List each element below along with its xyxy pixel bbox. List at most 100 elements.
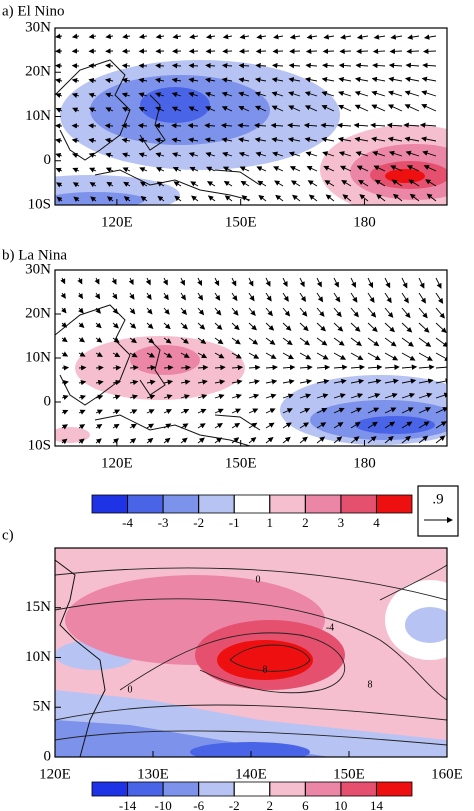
wind-vector: [189, 166, 199, 172]
wind-vector: [265, 422, 275, 429]
wind-vector: [323, 34, 335, 40]
wind-vector: [359, 194, 369, 202]
wind-vector: [163, 364, 174, 371]
wind-vector: [95, 438, 102, 444]
wind-vector: [163, 409, 172, 415]
wind-vector: [207, 195, 216, 202]
wind-vector: [123, 196, 131, 202]
wind-vector: [325, 194, 335, 202]
x-tick-label: 180: [353, 455, 376, 471]
colorbar-box: [162, 494, 200, 514]
wind-vector: [353, 122, 369, 129]
wind-vector: [61, 351, 69, 357]
wind-vector: [138, 92, 148, 98]
wind-vector: [350, 421, 361, 429]
wind-vector: [435, 421, 447, 429]
wind-vector: [138, 152, 148, 158]
wind-vector: [341, 179, 352, 187]
wind-vector: [299, 436, 308, 444]
wind-vector: [288, 151, 301, 157]
wind-vector: [289, 166, 301, 172]
wind-vector: [339, 48, 352, 54]
wind-vector: [207, 181, 216, 187]
wind-vector: [78, 438, 85, 444]
colorbar-box: [198, 781, 235, 797]
x-tick-label: 120E: [39, 766, 71, 782]
wind-vector: [384, 337, 397, 347]
contour-label: -4: [326, 622, 334, 633]
wind-vector: [171, 63, 182, 69]
wind-vector: [338, 76, 352, 83]
y-tick-label: 0: [44, 748, 52, 764]
shading-b: [55, 336, 447, 445]
wind-vector: [287, 137, 301, 143]
wind-vector: [189, 33, 199, 40]
wind-vector: [214, 352, 225, 359]
wind-vector: [391, 179, 403, 187]
wind-vector: [323, 165, 335, 172]
x-tick-label: 150E: [225, 455, 257, 471]
wind-vector: [265, 436, 274, 444]
wind-vector: [146, 379, 156, 385]
wind-vector: [338, 90, 352, 97]
wind-vector: [337, 136, 352, 143]
wind-vector: [418, 364, 435, 370]
wind-vector: [367, 421, 378, 429]
wind-vector: [121, 77, 131, 84]
wind-vector: [435, 322, 447, 334]
wind-vector: [305, 62, 318, 69]
wind-vector: [407, 34, 420, 40]
wind-vector: [338, 104, 352, 112]
wind-vector: [356, 165, 369, 172]
wind-vector: [354, 90, 369, 97]
wind-vector: [372, 150, 386, 157]
wind-vector: [333, 378, 347, 385]
wind-vector: [238, 137, 250, 143]
wind-vector: [290, 180, 301, 187]
wind-vector: [78, 424, 86, 430]
wind-vector: [60, 307, 67, 314]
wind-vector: [248, 422, 258, 429]
wind-vector: [339, 165, 352, 172]
wind-vector: [163, 292, 169, 301]
wind-vector: [367, 436, 377, 444]
colorbar-label: 14: [370, 798, 384, 811]
wind-vector: [404, 76, 420, 82]
wind-vector: [248, 307, 256, 316]
wind-vector: [333, 337, 345, 346]
wind-vector: [282, 292, 289, 302]
wind-vector: [288, 77, 301, 83]
wind-vector: [146, 352, 156, 358]
wind-vector: [350, 364, 365, 371]
wind-vector: [333, 393, 346, 399]
wind-vector: [197, 277, 202, 286]
wind-vector: [78, 409, 86, 415]
y-tick-label: 30N: [25, 261, 51, 277]
wind-vector: [56, 182, 63, 188]
wind-vector: [78, 307, 84, 314]
wind-vector: [129, 322, 137, 329]
wind-vector: [77, 292, 84, 300]
wind-vector: [78, 351, 86, 357]
wind-vector: [163, 322, 171, 330]
wind-vector: [231, 292, 238, 302]
wind-vector: [112, 379, 122, 386]
wind-vector: [272, 151, 284, 157]
wind-vector: [371, 136, 386, 142]
colorbar-label: -6: [193, 798, 204, 811]
wind-vector: [214, 337, 224, 345]
wind-vector: [422, 48, 437, 55]
wind-vector: [61, 409, 69, 415]
colorbar-label: 1: [267, 515, 274, 530]
wind-vector: [271, 91, 284, 97]
wind-vector: [373, 34, 386, 40]
y-tick-label: 20N: [25, 305, 51, 321]
wind-vector: [95, 351, 103, 357]
wind-vector: [418, 277, 425, 289]
wind-vector: [390, 34, 403, 40]
wind-vector: [238, 77, 250, 83]
wind-vector: [88, 137, 97, 144]
wind-vector: [435, 407, 447, 414]
wind-vector: [401, 322, 413, 333]
wind-vector: [282, 408, 293, 414]
